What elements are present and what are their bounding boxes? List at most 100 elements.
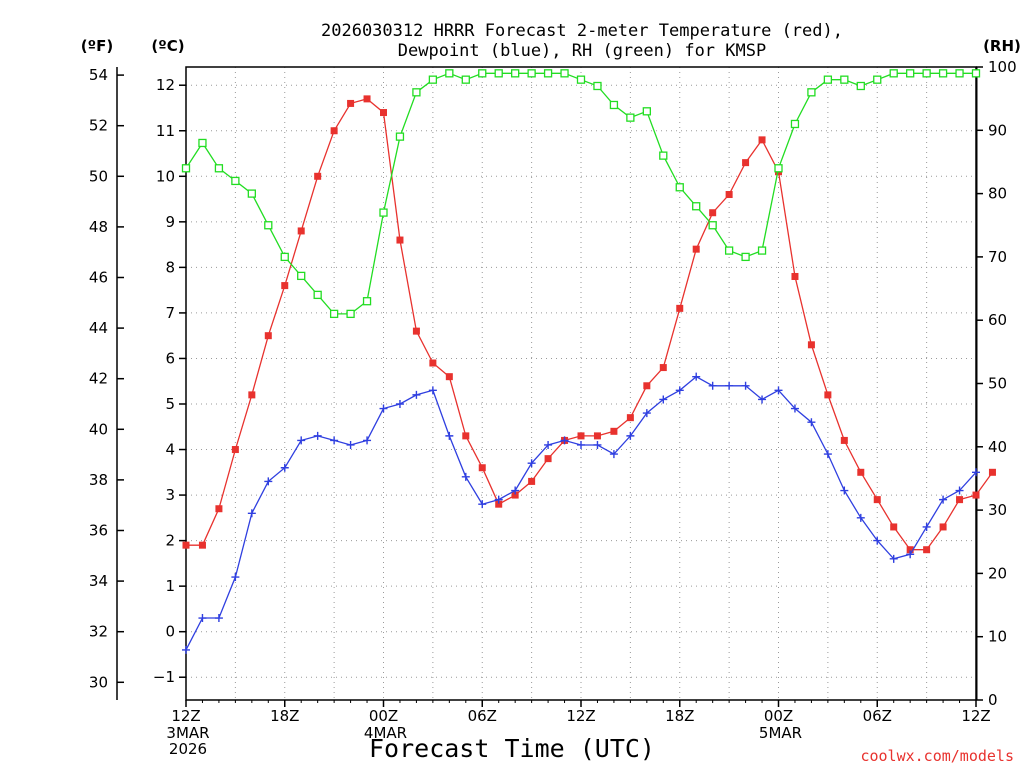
dewpoint-point: [774, 386, 783, 395]
temperature-point: [478, 464, 486, 472]
rh-point: [543, 69, 553, 78]
rh-point: [593, 81, 602, 91]
dewpoint-point: [330, 436, 339, 445]
dewpoint-point: [725, 381, 734, 390]
rh-point: [379, 208, 388, 217]
dewpoint-point: [873, 536, 882, 545]
rh-point: [576, 75, 586, 84]
temperature-point: [725, 191, 733, 199]
rh-point: [873, 75, 882, 84]
rh-point: [231, 176, 240, 186]
x-tick-label: 12Z: [566, 707, 595, 725]
celsius-unit-label: (ºC): [151, 37, 184, 55]
dewpoint-point: [609, 450, 618, 459]
dewpoint-point: [790, 404, 799, 413]
x-tick-label: 06Z: [468, 707, 497, 725]
temperature-point: [396, 236, 404, 244]
dewpoint-point: [363, 436, 372, 445]
dewpoint-point: [346, 440, 355, 449]
rh-tick-label: 40: [988, 438, 1007, 456]
temperature-point: [610, 427, 618, 435]
x-tick-label: 00Z: [764, 707, 793, 725]
temperature-point: [511, 491, 519, 499]
rh-point: [329, 309, 339, 319]
rh-point: [527, 69, 536, 78]
fahrenheit-tick-label: 40: [89, 420, 108, 438]
rh-point: [774, 164, 783, 173]
temperature-point: [215, 505, 223, 513]
rh-tick-label: 50: [988, 375, 1007, 393]
temperature-point: [281, 282, 289, 290]
dewpoint-point: [313, 431, 322, 440]
temperature-point: [956, 496, 964, 504]
dewpoint-point: [494, 495, 503, 504]
dewpoint-point: [659, 395, 668, 404]
temperature-point: [643, 382, 651, 390]
temperature-point: [659, 364, 667, 372]
dewpoint-point: [379, 404, 388, 413]
rh-tick-label: 30: [988, 501, 1007, 519]
rh-point: [757, 246, 767, 255]
x-axis-title: Forecast Time (UTC): [369, 734, 655, 763]
rh-point: [955, 69, 964, 78]
dewpoint-point: [758, 395, 767, 404]
rh-point: [626, 113, 635, 122]
dewpoint-point: [626, 431, 635, 440]
dewpoint-point: [939, 495, 948, 504]
rh-point: [708, 221, 717, 230]
rh-point: [642, 107, 651, 116]
x-date-label: 3MAR: [166, 724, 209, 742]
temperature-point: [824, 391, 832, 399]
rh-point: [181, 164, 191, 173]
temperature-point: [988, 468, 996, 476]
fahrenheit-tick-label: 46: [89, 268, 108, 286]
celsius-tick-label: 8: [165, 258, 175, 276]
x-tick-label: 00Z: [369, 707, 398, 725]
dewpoint-point: [445, 431, 454, 440]
rh-point: [856, 81, 865, 91]
temperature-point: [429, 359, 437, 367]
fahrenheit-tick-label: 54: [89, 66, 108, 84]
rh-point: [428, 75, 438, 84]
rh-tick-label: 80: [988, 185, 1007, 203]
rh-tick-label: 70: [988, 248, 1007, 266]
temperature-point: [264, 332, 272, 340]
credit-text: coolwx.com/models: [860, 747, 1014, 765]
celsius-tick-label: 7: [165, 304, 175, 322]
x-date-label: 4MAR: [364, 724, 407, 742]
rh-point: [724, 246, 734, 255]
celsius-tick-label: 2: [165, 532, 175, 550]
x-tick-label: 12Z: [171, 707, 200, 725]
celsius-tick-label: 9: [165, 213, 175, 231]
fahrenheit-tick-label: 32: [89, 623, 108, 641]
dewpoint-point: [527, 459, 536, 468]
celsius-tick-label: 0: [165, 623, 175, 641]
fahrenheit-tick-label: 50: [89, 167, 108, 185]
temperature-point: [577, 432, 585, 440]
celsius-tick-label: 11: [156, 122, 175, 140]
dewpoint-point: [214, 614, 223, 623]
dewpoint-point: [560, 436, 569, 445]
rh-point: [692, 202, 701, 211]
celsius-tick-label: 12: [156, 76, 175, 94]
dewpoint-point: [823, 450, 832, 459]
dewpoint-point: [428, 386, 437, 395]
dewpoint-point: [280, 463, 289, 472]
dewpoint-point: [675, 386, 684, 395]
temperature-point: [495, 500, 503, 508]
temperature-point: [791, 272, 799, 280]
x-date-label: 5MAR: [759, 724, 802, 742]
rh-point: [790, 119, 800, 129]
temperature-point: [412, 327, 420, 335]
dewpoint-point: [544, 440, 553, 449]
fahrenheit-unit-label: (ºF): [81, 37, 113, 55]
chart-title-line-2: Dewpoint (blue), RH (green) for KMSP: [398, 41, 766, 61]
fahrenheit-tick-label: 52: [89, 117, 108, 135]
dewpoint-point: [906, 550, 915, 559]
series-group-2: [181, 69, 981, 319]
dewpoint-point: [955, 486, 964, 495]
dewpoint-point: [972, 468, 980, 477]
celsius-tick-label: 3: [165, 486, 175, 504]
